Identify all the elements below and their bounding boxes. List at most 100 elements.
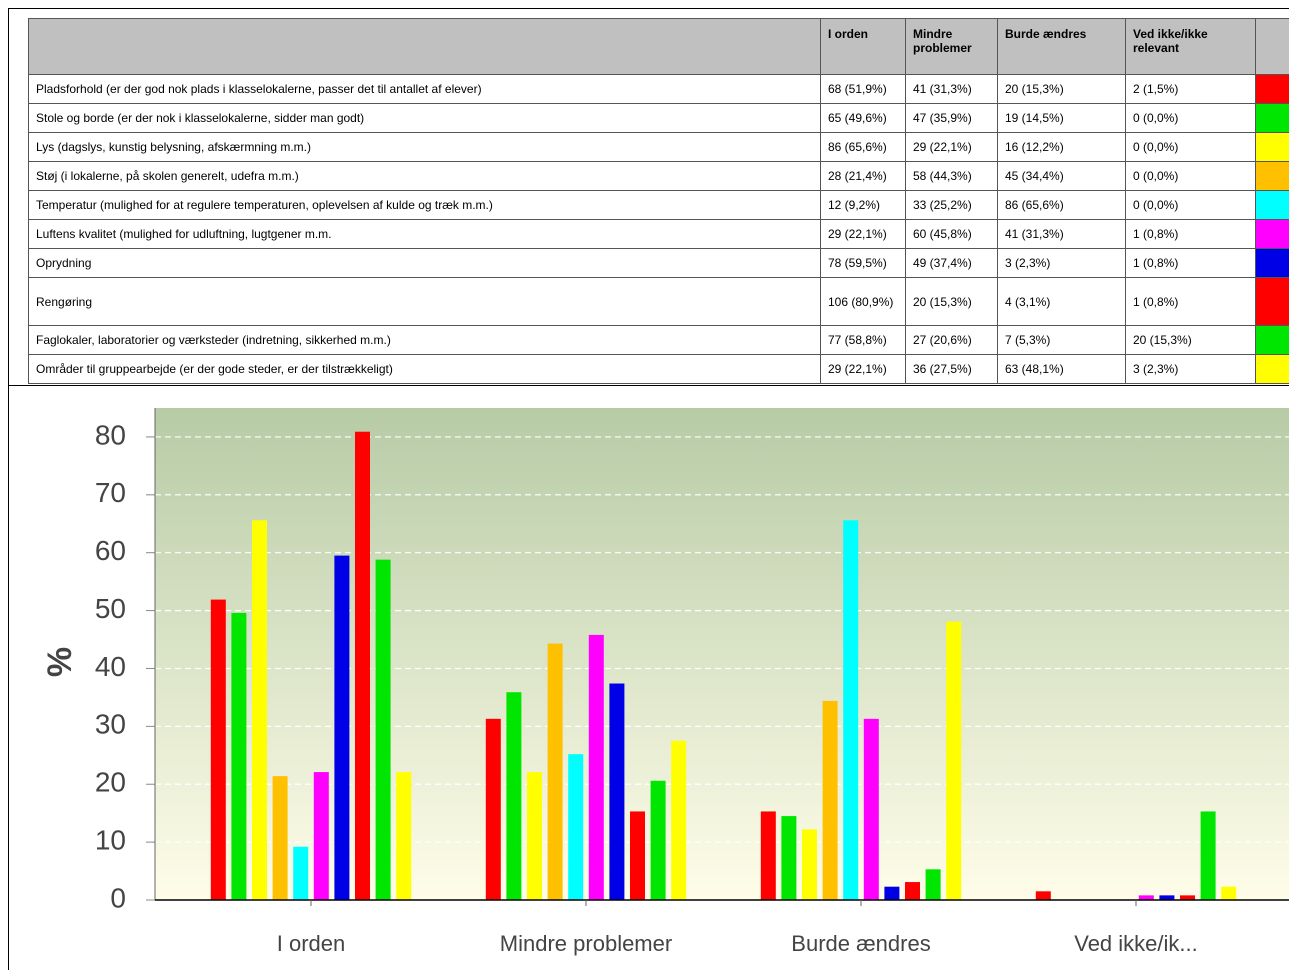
bar — [355, 431, 370, 900]
table-row: Faglokaler, laboratorier og værksteder (… — [28, 325, 1289, 355]
cell: 2 (1,5%) — [1125, 74, 1256, 104]
cell: 41 (31,3%) — [997, 219, 1126, 249]
color-swatch — [1255, 325, 1289, 355]
row-label: Temperatur (mulighed for at regulere tem… — [28, 190, 821, 220]
y-tick-label: 60 — [95, 535, 126, 566]
y-axis-label: % — [41, 647, 79, 677]
header-cell: Ved ikke/ikke relevant — [1125, 18, 1256, 75]
cell: 41 (31,3%) — [905, 74, 998, 104]
bar — [863, 718, 879, 900]
bar — [1159, 895, 1175, 900]
bar — [272, 776, 288, 900]
cell: 86 (65,6%) — [820, 132, 906, 162]
y-tick-label: 10 — [95, 825, 126, 856]
results-table: I orden Mindre problemer Burde ændres Ved i… — [28, 18, 1289, 384]
table-row: Støj (i lokalerne, på skolen generelt, u… — [28, 161, 1289, 191]
cell: 0 (0,0%) — [1125, 103, 1256, 133]
cell: 1 (0,8%) — [1125, 219, 1256, 249]
bar — [925, 869, 941, 900]
table-row: Stole og borde (er der nok i klasselokal… — [28, 103, 1289, 133]
color-swatch — [1255, 248, 1289, 278]
y-tick-label: 0 — [110, 882, 126, 913]
cell: 0 (0,0%) — [1125, 161, 1256, 191]
row-label: Lys (dagslys, kunstig belysning, afskærm… — [28, 132, 821, 162]
bar — [1221, 886, 1237, 900]
cell: 49 (37,4%) — [905, 248, 998, 278]
header-cell: Burde ændres — [997, 18, 1126, 75]
bar — [1180, 895, 1195, 900]
y-tick-label: 50 — [95, 593, 126, 624]
cell: 63 (48,1%) — [997, 354, 1126, 384]
header-cell: Mindre problemer — [905, 18, 998, 75]
bar — [485, 718, 501, 900]
bar — [671, 740, 687, 900]
bar — [375, 559, 391, 900]
bar — [1200, 811, 1216, 900]
color-swatch — [1255, 277, 1289, 326]
y-tick-label: 80 — [95, 419, 126, 450]
cell: 33 (25,2%) — [905, 190, 998, 220]
cell: 1 (0,8%) — [1125, 248, 1256, 278]
y-tick-label: 30 — [95, 709, 126, 740]
cell: 68 (51,9%) — [820, 74, 906, 104]
table-row: Rengøring 106 (80,9%) 20 (15,3%) 4 (3,1%) 1 … — [28, 277, 1289, 326]
bar — [588, 634, 604, 900]
cell: 58 (44,3%) — [905, 161, 998, 191]
cell: 29 (22,1%) — [820, 354, 906, 384]
header-row: I orden Mindre problemer Burde ændres Ved i… — [28, 18, 1289, 75]
cell: 29 (22,1%) — [905, 132, 998, 162]
cell: 47 (35,9%) — [905, 103, 998, 133]
cell: 60 (45,8%) — [905, 219, 998, 249]
cell: 0 (0,0%) — [1125, 190, 1256, 220]
bar — [547, 643, 563, 900]
header-cell: I orden — [820, 18, 906, 75]
cell: 20 (15,3%) — [1125, 325, 1256, 355]
bar — [210, 599, 226, 900]
row-label: Støj (i lokalerne, på skolen generelt, u… — [28, 161, 821, 191]
cell: 28 (21,4%) — [820, 161, 906, 191]
cell: 77 (58,8%) — [820, 325, 906, 355]
bar — [334, 555, 350, 900]
table-row: Oprydning 78 (59,5%) 49 (37,4%) 3 (2,3%) 1 (… — [28, 248, 1289, 278]
chart: % 0 10 20 30 40 50 60 70 80 I orden Mindre problem… — [41, 408, 1289, 956]
bar — [802, 829, 817, 900]
frame-line — [8, 385, 1289, 386]
x-tick-label: Mindre problemer — [500, 931, 672, 956]
bar — [630, 811, 645, 900]
cell: 20 (15,3%) — [905, 277, 998, 326]
cell: 78 (59,5%) — [820, 248, 906, 278]
table-row: Områder til gruppearbejde (er der gode s… — [28, 354, 1289, 384]
cell: 4 (3,1%) — [997, 277, 1126, 326]
bar — [1138, 895, 1154, 900]
row-label: Luftens kvalitet (mulighed for udluftnin… — [28, 219, 821, 249]
bar — [313, 772, 329, 900]
cell: 86 (65,6%) — [997, 190, 1126, 220]
color-swatch — [1255, 132, 1289, 162]
bar — [506, 692, 522, 900]
cell: 7 (5,3%) — [997, 325, 1126, 355]
color-swatch — [1255, 74, 1289, 104]
bar — [568, 754, 584, 900]
bar — [252, 520, 267, 900]
bar — [822, 700, 838, 900]
bar — [760, 811, 776, 900]
bar — [231, 612, 247, 900]
table-row: Luftens kvalitet (mulighed for udluftnin… — [28, 219, 1289, 249]
cell: 20 (15,3%) — [997, 74, 1126, 104]
table-row: Pladsforhold (er der god nok plads i kla… — [28, 74, 1289, 104]
cell: 3 (2,3%) — [1125, 354, 1256, 384]
cell: 19 (14,5%) — [997, 103, 1126, 133]
y-tick-label: 70 — [95, 477, 126, 508]
cell: 0 (0,0%) — [1125, 132, 1256, 162]
bar — [396, 772, 412, 900]
frame-line — [8, 8, 1289, 9]
color-swatch — [1255, 354, 1289, 384]
color-swatch — [1255, 219, 1289, 249]
color-swatch — [1255, 103, 1289, 133]
cell: 3 (2,3%) — [997, 248, 1126, 278]
x-tick-label: I orden — [277, 931, 346, 956]
bar — [650, 780, 666, 900]
row-label: Faglokaler, laboratorier og værksteder (… — [28, 325, 821, 355]
bar — [609, 683, 625, 900]
cell: 65 (49,6%) — [820, 103, 906, 133]
